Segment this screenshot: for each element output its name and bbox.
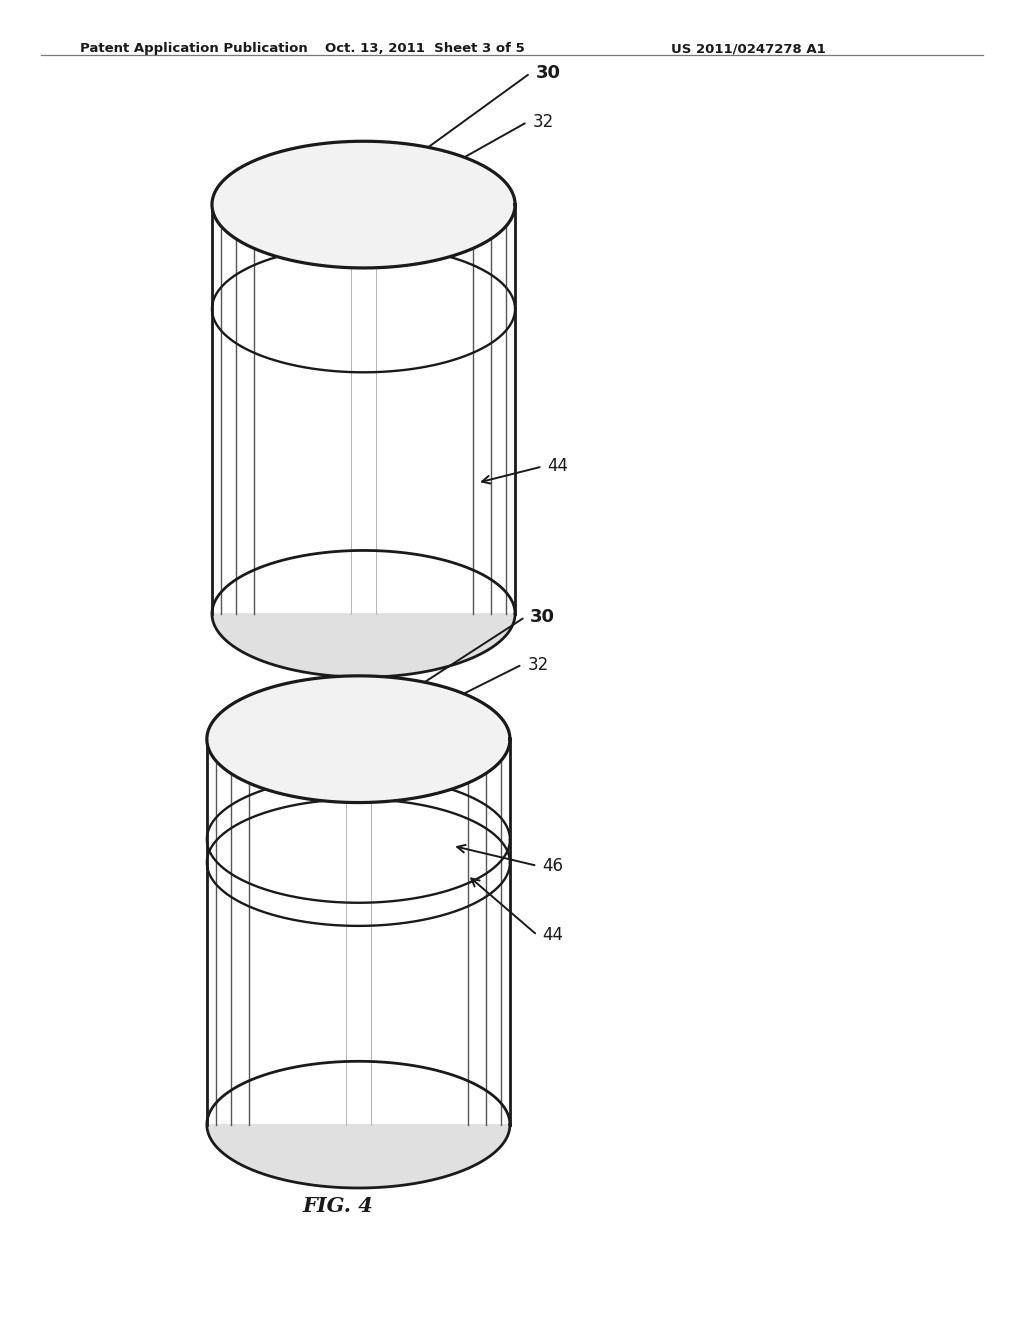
Text: FIG. 4: FIG. 4 bbox=[302, 1196, 374, 1216]
Text: Patent Application Publication: Patent Application Publication bbox=[80, 42, 307, 55]
Text: 44: 44 bbox=[543, 927, 563, 944]
Polygon shape bbox=[207, 676, 510, 803]
Polygon shape bbox=[212, 614, 515, 677]
Text: 44: 44 bbox=[548, 458, 568, 475]
Polygon shape bbox=[207, 1125, 510, 1188]
Text: FIG. 3: FIG. 3 bbox=[307, 686, 379, 706]
Text: 30: 30 bbox=[530, 609, 555, 626]
Text: 46: 46 bbox=[543, 857, 563, 875]
Text: 30: 30 bbox=[536, 65, 560, 82]
Polygon shape bbox=[212, 141, 515, 268]
Text: US 2011/0247278 A1: US 2011/0247278 A1 bbox=[671, 42, 825, 55]
Polygon shape bbox=[207, 739, 510, 1125]
Text: 32: 32 bbox=[527, 656, 549, 673]
Polygon shape bbox=[212, 205, 515, 614]
Text: Oct. 13, 2011  Sheet 3 of 5: Oct. 13, 2011 Sheet 3 of 5 bbox=[325, 42, 525, 55]
Text: 32: 32 bbox=[532, 114, 554, 131]
